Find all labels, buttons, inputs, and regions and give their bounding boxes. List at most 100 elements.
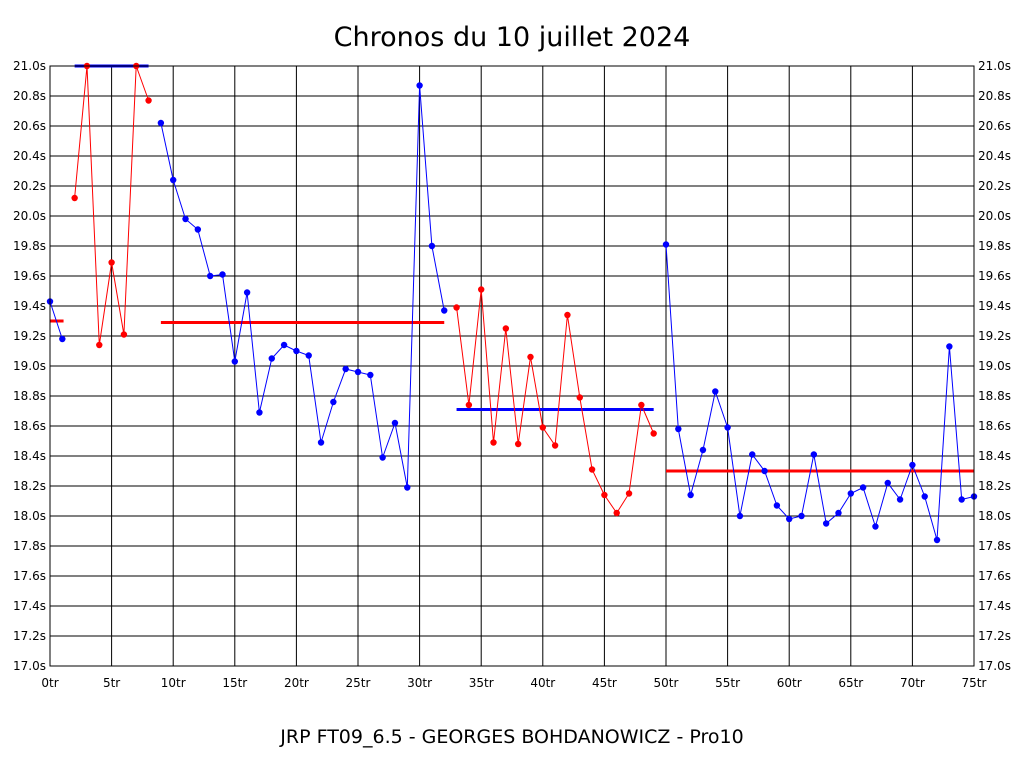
data-point	[478, 286, 485, 293]
y-tick-label-right: 17.6s	[978, 569, 1011, 583]
y-tick-label-right: 21.0s	[978, 59, 1011, 73]
data-point	[687, 491, 694, 499]
y-tick-label-right: 18.6s	[978, 419, 1011, 433]
data-point	[157, 119, 165, 127]
data-point	[330, 398, 337, 406]
data-point	[182, 215, 189, 223]
data-point	[96, 341, 103, 349]
y-tick-label-right: 19.4s	[978, 299, 1011, 313]
data-point	[613, 509, 620, 517]
y-tick-label-left: 19.8s	[13, 239, 46, 253]
data-point	[884, 479, 891, 487]
data-point	[835, 509, 842, 517]
y-tick-label-left: 20.0s	[13, 209, 46, 223]
data-point	[391, 419, 399, 427]
x-tick-label: 45tr	[592, 676, 617, 690]
data-point	[428, 242, 436, 250]
data-point	[822, 520, 830, 527]
data-point	[564, 311, 571, 319]
data-point	[773, 502, 781, 509]
x-tick-label: 5tr	[103, 676, 120, 690]
y-tick-label-left: 17.2s	[13, 629, 46, 643]
y-tick-label-right: 17.0s	[978, 659, 1011, 673]
data-point	[527, 353, 534, 361]
data-point	[145, 97, 152, 104]
data-point	[576, 394, 583, 401]
data-point	[120, 331, 128, 338]
data-point	[170, 176, 177, 184]
y-tick-label-right: 19.6s	[978, 269, 1011, 283]
data-point	[909, 461, 916, 469]
y-tick-label-left: 19.2s	[13, 329, 46, 343]
data-point	[317, 439, 325, 446]
y-tick-label-right: 20.6s	[978, 119, 1011, 133]
data-point	[59, 335, 66, 343]
series-line	[49, 301, 63, 340]
data-point	[268, 355, 275, 362]
data-point	[859, 484, 867, 491]
y-tick-label-left: 19.0s	[13, 359, 46, 373]
x-tick-label: 60tr	[777, 676, 802, 690]
y-tick-label-right: 20.0s	[978, 209, 1011, 223]
data-point	[404, 484, 411, 491]
data-point	[367, 371, 374, 379]
y-tick-label-right: 17.2s	[978, 629, 1011, 643]
y-tick-label-left: 17.6s	[13, 569, 46, 583]
y-tick-label-right: 17.4s	[978, 599, 1011, 613]
data-point	[441, 307, 448, 314]
data-point	[675, 425, 682, 433]
x-tick-label: 50tr	[654, 676, 679, 690]
y-tick-label-right: 20.8s	[978, 89, 1011, 103]
y-tick-label-left: 20.4s	[13, 149, 46, 163]
data-point	[231, 358, 238, 365]
data-point	[650, 430, 657, 437]
y-tick-label-left: 20.8s	[13, 89, 46, 103]
average-lines-layer	[50, 64, 974, 473]
data-point	[946, 343, 953, 350]
y-tick-label-left: 20.6s	[13, 119, 46, 133]
x-tick-label: 70tr	[900, 676, 925, 690]
data-point	[514, 440, 522, 448]
x-tick-label: 35tr	[469, 676, 494, 690]
data-point	[896, 496, 904, 503]
data-point	[305, 352, 312, 359]
data-point	[465, 401, 473, 409]
y-tick-label-left: 17.0s	[13, 659, 46, 673]
data-point	[786, 515, 793, 523]
plot-frame	[49, 65, 975, 667]
data-point	[379, 454, 386, 461]
y-tick-label-left: 18.8s	[13, 389, 46, 403]
data-point	[662, 241, 670, 248]
data-point	[416, 82, 423, 89]
y-tick-label-right: 20.4s	[978, 149, 1011, 163]
y-tick-label-left: 18.0s	[13, 509, 46, 523]
y-tick-label-left: 20.2s	[13, 179, 46, 193]
y-tick-label-left: 21.0s	[13, 59, 46, 73]
x-tick-label: 65tr	[838, 676, 863, 690]
x-tick-label: 0tr	[41, 676, 58, 690]
data-point	[798, 512, 805, 520]
y-tick-label-right: 18.8s	[978, 389, 1011, 403]
x-tick-label: 75tr	[962, 676, 987, 690]
y-tick-label-right: 18.4s	[978, 449, 1011, 463]
data-point	[194, 226, 202, 233]
y-tick-label-right: 19.8s	[978, 239, 1011, 253]
data-point	[872, 523, 879, 530]
data-point	[588, 466, 596, 473]
data-point	[601, 491, 608, 499]
data-point	[761, 467, 768, 475]
data-point	[958, 496, 965, 503]
y-tick-label-left: 17.4s	[13, 599, 46, 613]
x-tick-label: 30tr	[407, 676, 432, 690]
data-point	[108, 259, 115, 266]
data-point	[243, 289, 251, 296]
x-tick-label: 10tr	[161, 676, 186, 690]
y-tick-label-left: 18.4s	[13, 449, 46, 463]
y-tick-label-right: 17.8s	[978, 539, 1011, 553]
x-tick-label: 55tr	[715, 676, 740, 690]
y-tick-label-left: 17.8s	[13, 539, 46, 553]
data-point	[736, 512, 744, 520]
y-tick-label-left: 18.6s	[13, 419, 46, 433]
